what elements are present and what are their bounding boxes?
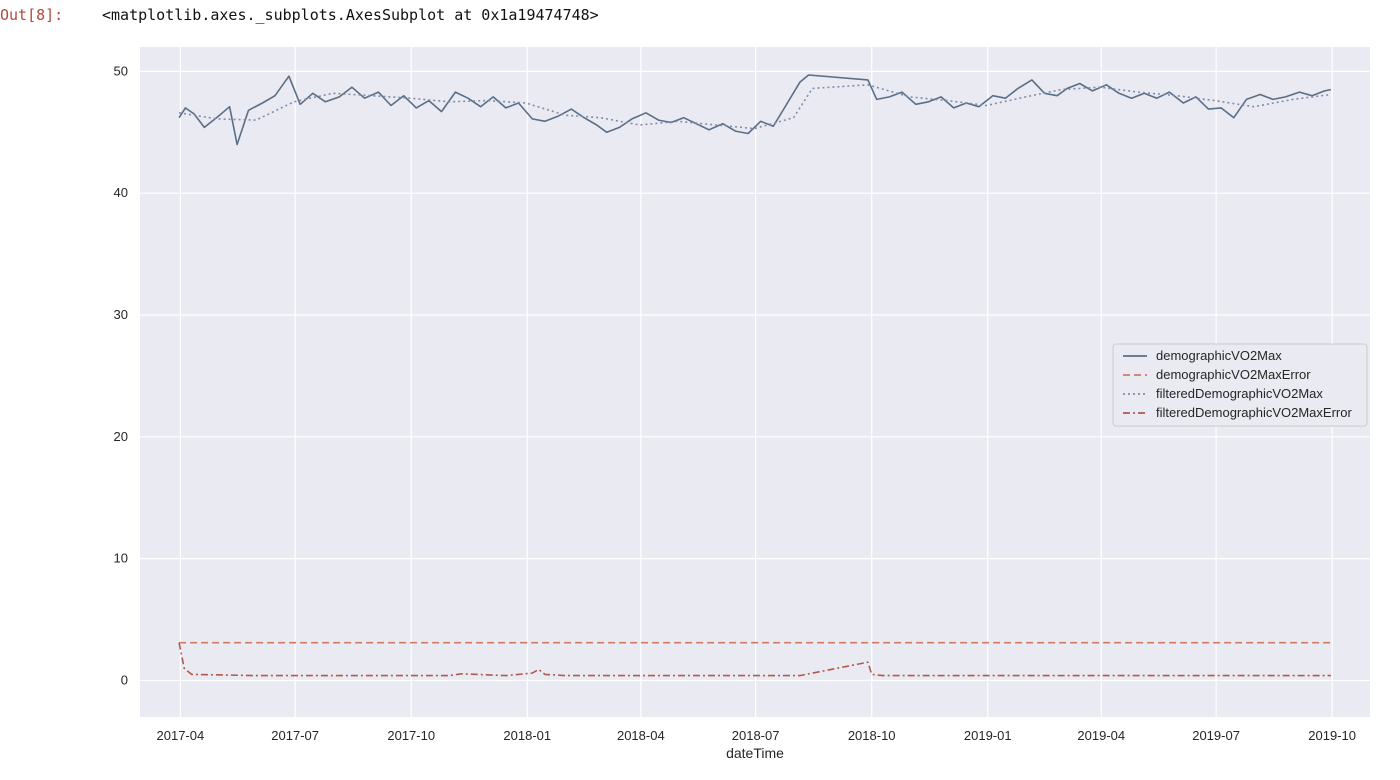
legend-label: filteredDemographicVO2Max — [1156, 386, 1323, 401]
y-tick-label: 0 — [121, 672, 128, 687]
legend-label: demographicVO2MaxError — [1156, 367, 1311, 382]
y-tick-label: 20 — [114, 429, 128, 444]
grid-lines — [140, 47, 1370, 717]
series-line-demographicVO2Max — [178, 74, 1332, 146]
x-tick-labels: 2017-04 2017-07 2017-10 2018-01 2018-04 2018-… — [157, 728, 1357, 743]
y-tick-label: 10 — [114, 551, 128, 566]
series-lines — [178, 74, 1332, 677]
legend-box — [1112, 343, 1368, 427]
x-axis-label: dateTime — [726, 745, 784, 761]
output-repr-text: <matplotlib.axes._subplots.AxesSubplot a… — [102, 6, 599, 24]
x-tick-label: 2017-04 — [157, 728, 205, 743]
x-tick-label: 2018-10 — [848, 728, 896, 743]
legend-label: demographicVO2Max — [1156, 348, 1282, 363]
x-tick-label: 2019-01 — [964, 728, 1012, 743]
y-tick-labels: 0 10 20 30 40 50 — [114, 63, 128, 687]
y-tick-label: 30 — [114, 307, 128, 322]
legend: demographicVO2Max demographicVO2MaxError f… — [1112, 343, 1368, 427]
series-line-filteredDemographicVO2MaxError — [178, 642, 1331, 677]
x-tick-label: 2019-04 — [1077, 728, 1125, 743]
legend-label: filteredDemographicVO2MaxError — [1156, 405, 1352, 420]
x-tick-label: 2017-07 — [271, 728, 319, 743]
y-tick-label: 40 — [114, 185, 128, 200]
output-prompt: Out[8]: — [0, 6, 64, 24]
x-tick-label: 2017-10 — [387, 728, 435, 743]
y-tick-label: 50 — [114, 63, 128, 78]
x-tick-label: 2018-04 — [617, 728, 665, 743]
x-tick-label: 2018-07 — [732, 728, 780, 743]
x-tick-label: 2019-07 — [1192, 728, 1240, 743]
x-tick-label: 2018-01 — [503, 728, 551, 743]
x-tick-label: 2019-10 — [1308, 728, 1356, 743]
